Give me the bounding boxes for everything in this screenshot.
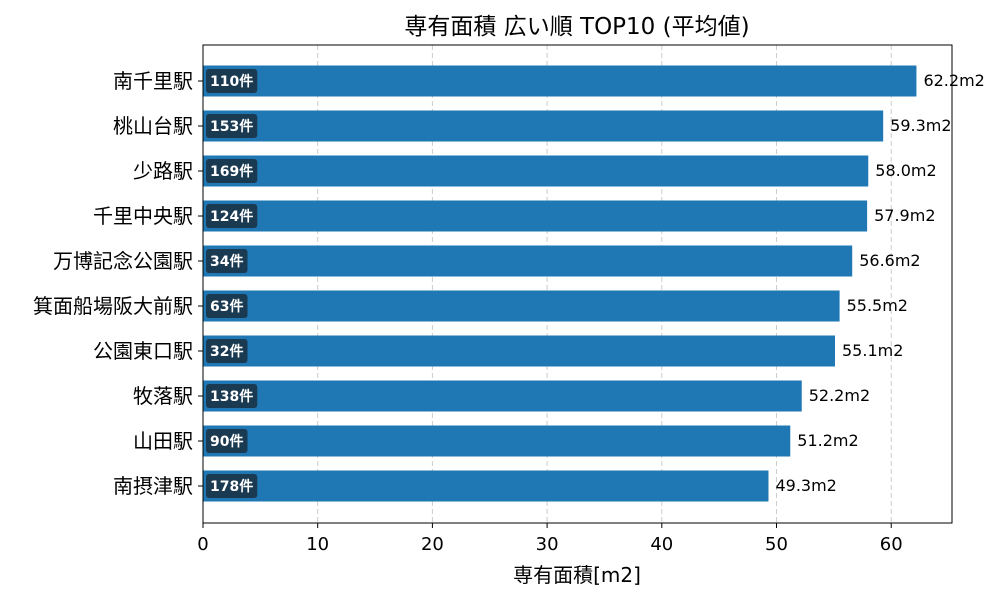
y-tick-label: 公園東口駅 [93, 339, 193, 363]
count-label: 138件 [210, 388, 253, 405]
bar [203, 335, 836, 367]
count-label: 63件 [210, 298, 243, 315]
count-badge [206, 474, 258, 498]
count-label: 34件 [210, 253, 243, 270]
y-tick-label: 山田駅 [133, 429, 193, 453]
x-tick-label: 10 [306, 534, 329, 555]
value-label: 55.1m2 [842, 341, 903, 360]
count-badge [206, 114, 258, 138]
x-tick-label: 20 [421, 534, 444, 555]
count-label: 178件 [210, 478, 253, 495]
value-label: 59.3m2 [890, 116, 951, 135]
value-label: 52.2m2 [809, 386, 870, 405]
count-badge [206, 429, 248, 453]
bar [203, 65, 917, 97]
y-tick-label: 牧落駅 [133, 384, 193, 408]
y-tick-label: 箕面船場阪大前駅 [33, 294, 193, 318]
value-label: 57.9m2 [874, 206, 935, 225]
count-label: 153件 [210, 118, 253, 135]
x-tick-label: 30 [536, 534, 559, 555]
x-axis-title: 専有面積[m2] [513, 563, 641, 587]
count-label: 110件 [210, 73, 253, 90]
count-badge [206, 384, 258, 408]
value-label: 55.5m2 [847, 296, 908, 315]
y-tick-label: 少路駅 [133, 159, 193, 183]
bar [203, 470, 769, 502]
count-badge [206, 69, 258, 93]
bar [203, 380, 802, 412]
value-label: 51.2m2 [797, 431, 858, 450]
y-tick-label: 南摂津駅 [113, 474, 193, 498]
count-label: 90件 [210, 433, 243, 450]
count-label: 169件 [210, 163, 253, 180]
bar [203, 110, 884, 142]
labels: 110件 62.2m2 153件 59.3m2 169件 58.0m2 124件 57.9m2… [206, 69, 985, 498]
x-tick-label: 50 [765, 534, 788, 555]
value-label: 56.6m2 [859, 251, 920, 270]
bar [203, 425, 791, 457]
bar [203, 200, 868, 232]
bars [203, 65, 917, 502]
plot-frame [202, 44, 953, 524]
ticks: 南千里駅桃山台駅少路駅千里中央駅万博記念公園駅箕面船場阪大前駅公園東口駅牧落駅山… [33, 69, 903, 555]
y-tick-label: 万博記念公園駅 [53, 249, 193, 273]
y-tick-label: 南千里駅 [113, 69, 193, 93]
x-tick-label: 0 [197, 534, 208, 555]
chart-title: 専有面積 広い順 TOP10 (平均値) [404, 14, 749, 40]
count-badge [206, 159, 258, 183]
value-label: 58.0m2 [875, 161, 936, 180]
y-tick-label: 桃山台駅 [113, 114, 193, 138]
count-badge [206, 249, 248, 273]
x-tick-label: 40 [650, 534, 673, 555]
bar [203, 155, 869, 187]
bar [203, 245, 853, 277]
value-label: 62.2m2 [923, 71, 984, 90]
count-label: 32件 [210, 343, 243, 360]
count-badge [206, 339, 248, 363]
x-tick-label: 60 [880, 534, 903, 555]
y-tick-label: 千里中央駅 [93, 204, 193, 228]
bar [203, 290, 840, 322]
value-label: 49.3m2 [775, 476, 836, 495]
count-badge [206, 294, 248, 318]
count-badge [206, 204, 258, 228]
count-label: 124件 [210, 208, 253, 225]
